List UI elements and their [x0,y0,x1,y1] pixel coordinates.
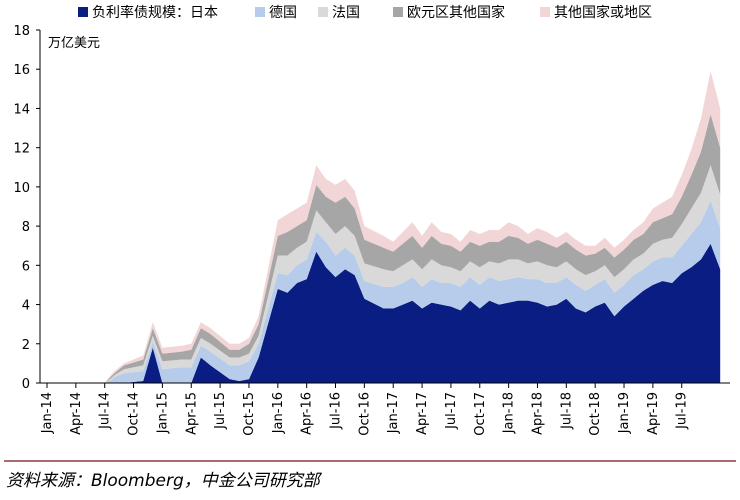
legend-label-1: 德国 [269,5,297,21]
legend-label-0: 负利率债规模：日本 [92,4,218,21]
y-tick-label: 8 [22,220,30,235]
y-tick-label: 12 [13,142,30,157]
x-tick-label: Apr-14 [69,392,84,435]
area-series-0 [47,243,721,383]
unit-label: 万亿美元 [48,36,100,51]
x-tick-label: Jan-17 [386,392,401,434]
legend-swatch-4 [540,7,550,17]
area-series-1 [47,200,721,383]
x-tick-label: Oct-17 [473,392,488,436]
x-tick-label: Apr-19 [646,392,661,435]
x-tick-label: Apr-17 [415,392,430,435]
area-series-2 [47,165,721,383]
x-tick-label: Jan-18 [502,392,517,434]
legend-swatch-0 [78,7,88,17]
x-tick-label: Jan-15 [155,392,170,434]
area-series-3 [47,114,721,384]
source-note: 资料来源：Bloomberg，中金公司研究部 [6,471,323,491]
y-tick-label: 10 [13,181,30,196]
x-tick-label: Jan-19 [617,392,632,434]
x-tick-label: Oct-14 [127,392,142,436]
y-tick-label: 18 [13,24,30,39]
x-tick-label: Jan-14 [40,392,55,434]
x-tick-label: Jul-14 [98,392,113,430]
x-tick-label: Apr-18 [530,392,545,435]
stacked-areas [47,71,721,384]
axes [39,30,730,384]
x-tick-label: Jul-19 [675,392,690,430]
x-tick-label: Apr-15 [184,392,199,435]
y-tick-label: 2 [22,338,30,353]
x-tick-label: Jul-18 [559,392,574,430]
y-tick-label: 16 [13,63,30,78]
x-tick-label: Jul-15 [213,392,228,430]
legend-swatch-3 [393,7,403,17]
y-tick-label: 6 [22,259,30,274]
x-tick-label: Oct-16 [357,392,372,436]
x-tick-labels: Jan-14 Apr-14 Jul-14 Oct-14 Jan-15 Apr-15 Jul-… [40,383,690,436]
legend-label-3: 欧元区其他国家 [407,4,505,21]
y-tick-label: 4 [22,299,30,314]
y-tick-label: 0 [22,377,30,392]
x-tick-label: Jul-16 [329,392,344,430]
x-tick-label: Apr-16 [300,392,315,435]
legend-label-2: 法国 [332,5,360,21]
legend-label-4: 其他国家或地区 [554,4,652,21]
x-tick-label: Jul-17 [444,392,459,430]
y-tick-label: 14 [13,102,30,117]
legend-swatch-1 [255,7,265,17]
x-tick-label: Oct-15 [242,392,257,436]
legend: 负利率债规模：日本 德国 法国 欧元区其他国家 其他国家或地区 [78,4,652,21]
legend-swatch-2 [318,7,328,17]
x-tick-label: Jan-16 [271,392,286,434]
y-tick-labels: 0 2 4 6 8 10 12 14 16 18 [13,24,40,392]
x-tick-label: Oct-18 [588,392,603,436]
